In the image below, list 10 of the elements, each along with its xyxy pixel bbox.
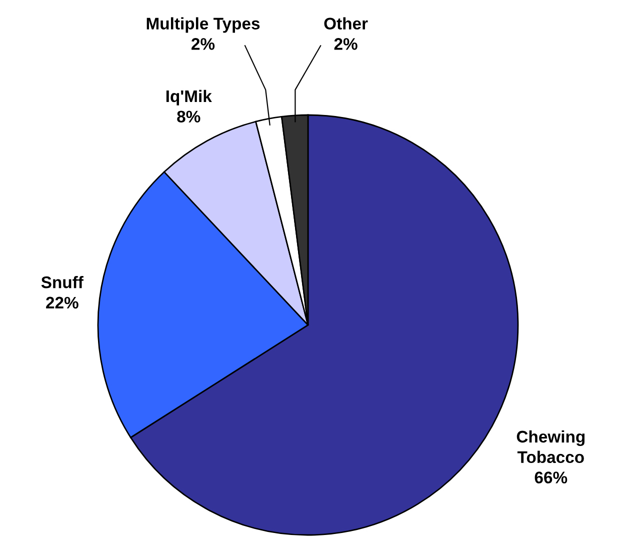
slice-label: Multiple Types	[146, 17, 260, 33]
data-label: 8%	[177, 110, 200, 123]
data-label: 2%	[192, 38, 215, 50]
slice-label: Snuff	[41, 276, 84, 288]
data-label: 66%	[534, 472, 568, 484]
slice-label: Iq'Mik	[166, 90, 212, 106]
slice-label: Chewing Tobacco	[516, 430, 585, 464]
slice-label: Other	[324, 17, 368, 30]
data-label: 22%	[46, 296, 78, 309]
data-label: 2%	[334, 38, 358, 50]
